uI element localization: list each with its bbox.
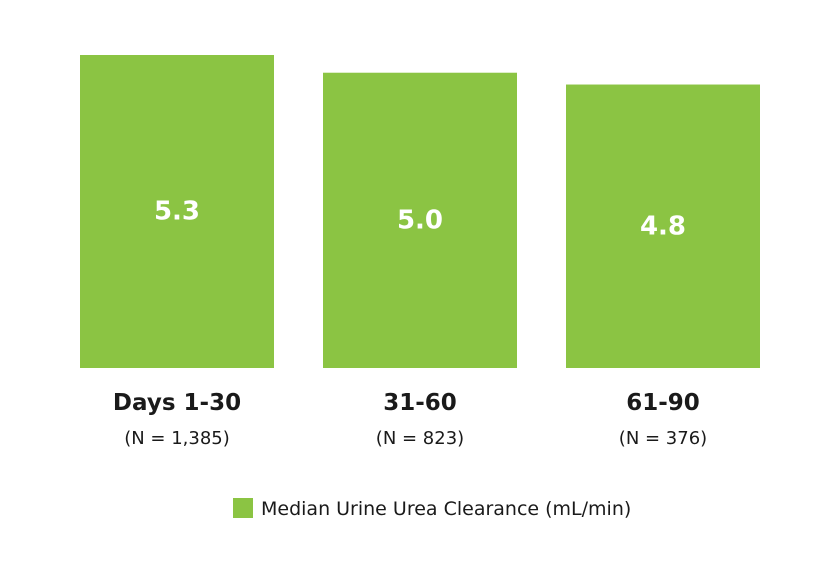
- sample-size-label: (N = 823): [376, 428, 464, 449]
- category-label: 31-60: [383, 390, 457, 416]
- category-label: Days 1-30: [113, 390, 241, 416]
- legend: Median Urine Urea Clearance (mL/min): [233, 498, 631, 520]
- bar: [80, 55, 274, 368]
- category-labels-group: Days 1-30 (N = 1,385) 31-60 (N = 823) 61-90 (…: [113, 390, 707, 449]
- bar-value-label: 4.8: [640, 211, 686, 241]
- bar-value-label: 5.3: [154, 197, 200, 227]
- sample-size-label: (N = 376): [619, 428, 707, 449]
- bar-value-label: 5.0: [397, 205, 443, 235]
- bar: [566, 84, 760, 368]
- category-label: 61-90: [626, 390, 700, 416]
- legend-label: Median Urine Urea Clearance (mL/min): [261, 498, 631, 520]
- sample-size-label: (N = 1,385): [124, 428, 230, 449]
- bar: [323, 72, 517, 368]
- legend-swatch: [233, 498, 253, 518]
- bars-group: 5.3 5.0 4.8: [80, 55, 760, 368]
